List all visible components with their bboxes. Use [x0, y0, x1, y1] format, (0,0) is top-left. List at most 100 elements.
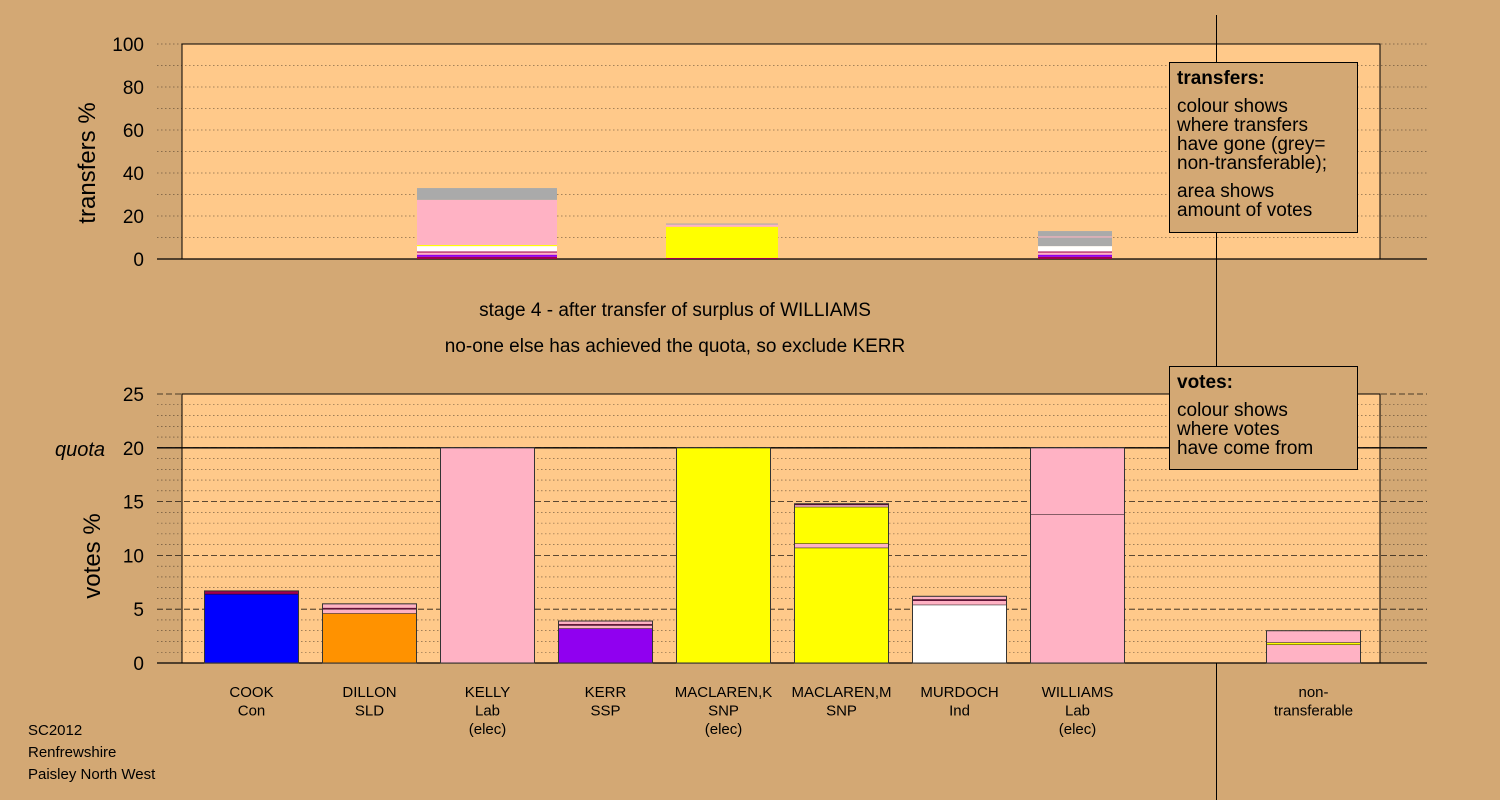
category-label: DILLON — [342, 684, 396, 701]
transfers-legend-line: have gone (grey= — [1177, 134, 1326, 155]
category-label: (elec) — [705, 721, 743, 738]
transfer-bar-segment — [1038, 256, 1112, 259]
transfer-bar-segment — [1038, 246, 1112, 252]
transfer-bar-segment — [1038, 251, 1112, 253]
vote-bar-outline — [912, 595, 1007, 664]
votes-legend: votes: colour shows where votes have com… — [1169, 366, 1358, 470]
top-y-axis-label: transfers % — [74, 102, 101, 223]
vote-bar-outline — [204, 590, 299, 664]
category-label: Lab — [475, 703, 500, 720]
vote-bar-outline — [794, 503, 889, 664]
votes-legend-line: have come from — [1177, 438, 1314, 459]
vote-bar-segment — [1030, 447, 1125, 515]
vote-bar-segment — [322, 608, 417, 614]
category-label: SNP — [826, 703, 857, 720]
transfers-legend-title: transfers: — [1177, 68, 1265, 89]
transfer-bar-segment — [417, 245, 557, 247]
transfer-bar-segment — [1038, 231, 1112, 237]
vote-bar-segment — [204, 593, 299, 664]
vote-bar-outline — [676, 447, 771, 664]
transfers-legend-line: where transfers — [1177, 115, 1308, 136]
footer-ward: Paisley North West — [28, 766, 156, 783]
category-label: COOK — [229, 684, 273, 701]
transfer-bar-segment — [417, 188, 557, 200]
category-label: KERR — [585, 684, 627, 701]
category-label: SLD — [355, 703, 384, 720]
top-y-tick-label: 60 — [123, 121, 144, 142]
category-label: Ind — [949, 703, 970, 720]
transfer-bar-segment — [666, 226, 778, 258]
category-label: MACLAREN,K — [675, 684, 773, 701]
transfers-legend-line: colour shows — [1177, 96, 1288, 117]
vote-bar-segment — [1030, 514, 1125, 664]
category-label: transferable — [1274, 703, 1353, 720]
category-label: KELLY — [465, 684, 511, 701]
footer-council: Renfrewshire — [28, 744, 117, 761]
top-y-tick-label: 100 — [112, 35, 144, 56]
transfers-legend: transfers: colour shows where transfers … — [1169, 62, 1358, 233]
category-label: non- — [1298, 684, 1328, 701]
category-label: (elec) — [469, 721, 507, 738]
votes-legend-title: votes: — [1177, 372, 1233, 393]
category-label: (elec) — [1059, 721, 1097, 738]
transfers-legend-line: non-transferable); — [1177, 153, 1327, 174]
vote-bar-segment — [912, 600, 1007, 606]
bottom-y-tick-label: 10 — [123, 546, 144, 567]
category-label: MACLAREN,M — [791, 684, 891, 701]
transfer-bar-segment — [417, 256, 557, 259]
vote-bar-segment — [1266, 642, 1361, 646]
transfer-bar-segment — [666, 223, 778, 225]
transfer-bar-segment — [1038, 237, 1112, 247]
transfer-bar-segment — [417, 251, 557, 253]
footer-info: SC2012 Renfrewshire Paisley North West — [28, 720, 155, 786]
bottom-y-tick-label: 20 — [123, 439, 144, 460]
transfer-bar-segment — [1038, 236, 1112, 238]
transfer-bar-segment — [666, 224, 778, 227]
footer-election: SC2012 — [28, 722, 83, 739]
top-y-tick-label: 20 — [123, 207, 144, 228]
vote-bar-outline — [1266, 630, 1361, 664]
action-caption: no-one else has achieved the quota, so e… — [444, 336, 906, 357]
vote-bar-segment — [676, 447, 771, 664]
vote-bar-segment — [794, 506, 889, 544]
vote-bar-segment — [1266, 644, 1361, 664]
transfer-bar-segment — [417, 252, 557, 255]
vote-bar-segment — [794, 504, 889, 508]
vote-bar-outline — [322, 603, 417, 664]
bottom-y-axis-label: votes % — [79, 513, 106, 598]
transfer-bar-segment — [417, 254, 557, 257]
transfers-legend-line: amount of votes — [1177, 200, 1313, 221]
vote-bar-segment — [794, 543, 889, 549]
bottom-y-tick-label: 5 — [133, 600, 144, 621]
top-y-tick-label: 80 — [123, 78, 144, 99]
category-label: WILLIAMS — [1042, 684, 1114, 701]
transfer-bar-segment — [1038, 252, 1112, 255]
stage-caption: stage 4 - after transfer of surplus of W… — [479, 300, 871, 321]
vote-bar-outline — [558, 620, 653, 664]
category-label: Lab — [1065, 703, 1090, 720]
bottom-y-tick-label: 0 — [133, 654, 144, 675]
bottom-y-tick-label: 15 — [123, 493, 144, 514]
transfer-bar-segment — [417, 199, 557, 246]
vote-bar-segment — [912, 604, 1007, 664]
top-y-tick-label: 0 — [133, 250, 144, 271]
transfer-bar-segment — [417, 246, 557, 252]
quota-label: quota — [55, 439, 105, 461]
transfers-legend-line: area shows — [1177, 181, 1275, 202]
vote-bar-segment — [794, 547, 889, 664]
vote-bar-outline — [1030, 447, 1125, 664]
category-label: SSP — [590, 703, 620, 720]
vote-bar-segment — [558, 628, 653, 664]
transfer-bar-segment — [1038, 254, 1112, 257]
votes-legend-line: where votes — [1177, 419, 1280, 440]
vote-bar-segment — [1266, 630, 1361, 643]
category-label: MURDOCH — [920, 684, 998, 701]
category-label: SNP — [708, 703, 739, 720]
vote-bar-segment — [322, 603, 417, 609]
vote-bar-segment — [440, 447, 535, 664]
category-label: Con — [238, 703, 266, 720]
top-y-tick-label: 40 — [123, 164, 144, 185]
vote-bar-segment — [322, 613, 417, 664]
transfer-bar-segment — [666, 257, 778, 259]
